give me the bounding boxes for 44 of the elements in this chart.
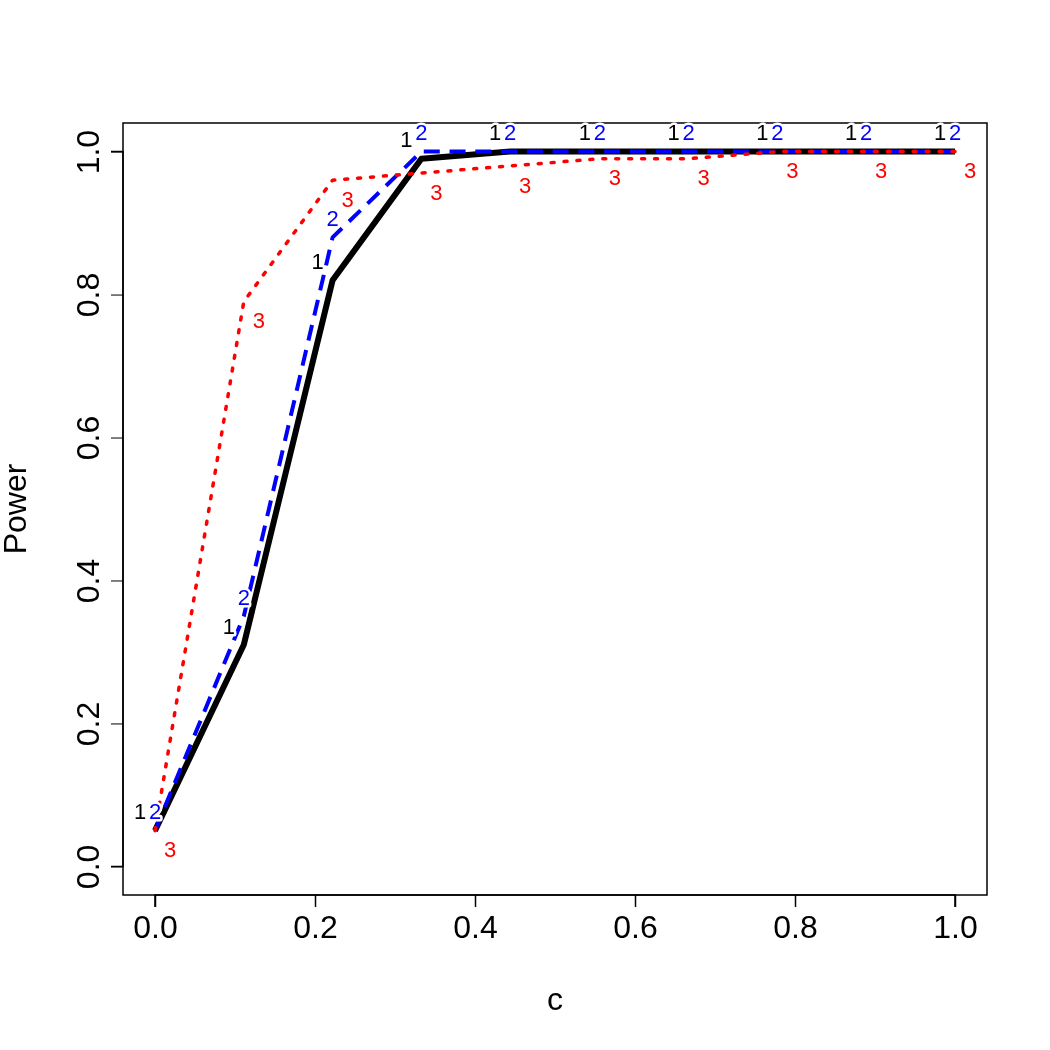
x-tick-label: 0.8	[773, 908, 818, 945]
text: 2	[237, 584, 250, 610]
text: 3	[963, 158, 977, 184]
text: 2	[148, 799, 162, 825]
y-tick-label: 0.6	[70, 415, 106, 461]
text: 2	[682, 120, 695, 146]
text: 3	[430, 179, 443, 205]
x-tick-label: 0.0	[133, 908, 178, 945]
text: 3	[519, 172, 532, 198]
text: 1	[756, 120, 769, 146]
x-axis-title: c	[547, 981, 563, 1017]
x-tick-label: 0.4	[453, 908, 498, 945]
text: 1	[400, 127, 413, 153]
y-tick-label: 0.4	[70, 558, 106, 604]
text: 1	[489, 120, 502, 146]
y-tick-label: 0.8	[70, 272, 106, 318]
y-tick-label: 1.0	[70, 129, 106, 175]
y-axis-title: Power	[0, 463, 33, 555]
text: 2	[415, 120, 428, 146]
text: 2	[948, 120, 962, 146]
x-tick-label: 1.0	[933, 908, 978, 945]
y-tick-label: 0.2	[70, 701, 106, 747]
series-label: 3	[608, 165, 621, 191]
text: 3	[786, 158, 799, 184]
text: 3	[697, 165, 710, 191]
text: 3	[163, 837, 177, 863]
text: 1	[845, 120, 858, 146]
series-label: 2	[326, 206, 339, 232]
text: 2	[593, 120, 606, 146]
series-label: 1	[578, 120, 591, 146]
y-tick-label: 0.0	[70, 844, 106, 890]
text: 3	[875, 158, 888, 184]
text: 3	[341, 186, 354, 212]
text: 2	[504, 120, 517, 146]
text: 3	[252, 308, 265, 334]
text: 1	[133, 799, 147, 825]
x-tick-label: 0.6	[613, 908, 658, 945]
text: 2	[771, 120, 784, 146]
text: 2	[860, 120, 873, 146]
text: 1	[311, 248, 324, 274]
text: 1	[667, 120, 680, 146]
text: 1	[933, 120, 947, 146]
x-tick-label: 0.2	[293, 908, 338, 945]
text: 1	[222, 613, 235, 639]
